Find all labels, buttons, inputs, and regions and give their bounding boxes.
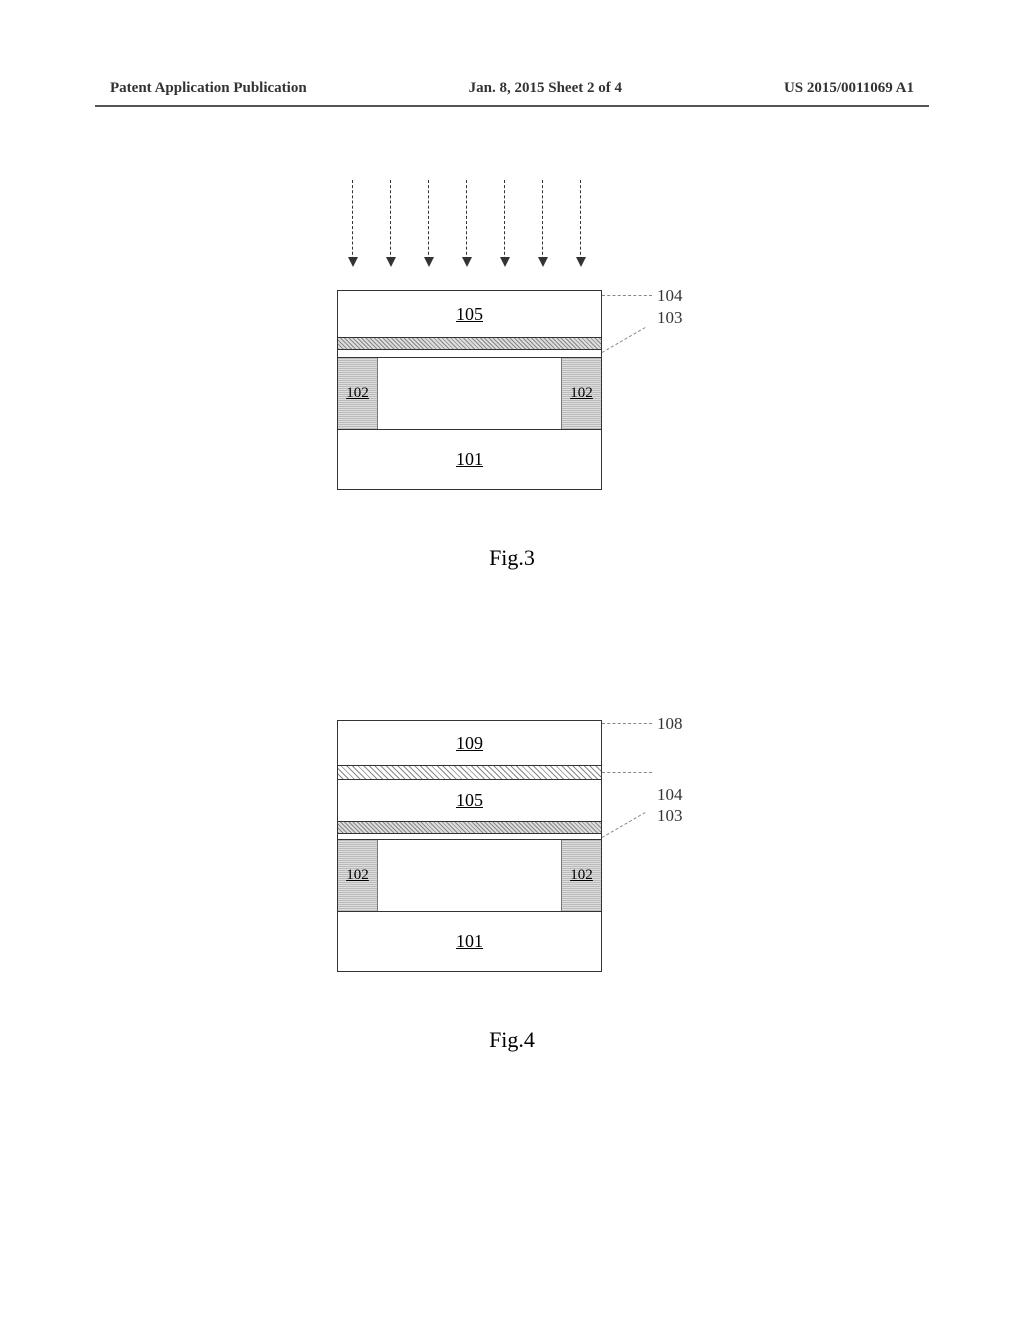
fig3-diagram: 105 102 102 101 104 103	[337, 290, 602, 490]
layer-105: 105	[337, 780, 602, 822]
callout-line-104	[602, 295, 652, 296]
arrow-icon	[428, 180, 429, 265]
layer-hatched	[337, 338, 602, 350]
layer-105: 105	[337, 290, 602, 338]
callout-104: 104	[657, 785, 683, 805]
callout-line-104	[602, 772, 652, 773]
arrow-icon	[352, 180, 353, 265]
callout-104: 104	[657, 286, 683, 306]
callout-103: 103	[657, 806, 683, 826]
header-divider	[95, 105, 929, 107]
header-center: Jan. 8, 2015 Sheet 2 of 4	[469, 80, 622, 97]
figure-3: 105 102 102 101 104 103 Fig.3	[327, 180, 697, 571]
layer-102-row: 102 102	[337, 840, 602, 912]
fig4-diagram: 109 105 102 102 101 108 104 103	[337, 720, 602, 972]
callout-108: 108	[657, 714, 683, 734]
arrow-icon	[390, 180, 391, 265]
callout-103: 103	[657, 308, 683, 328]
callout-line-103	[602, 812, 646, 838]
figure-4: 109 105 102 102 101 108 104 103 Fig.4	[327, 720, 697, 1053]
layer-hatched-upper	[337, 766, 602, 780]
block-102-left: 102	[338, 358, 378, 429]
fig3-caption: Fig.3	[327, 545, 697, 571]
arrow-icon	[504, 180, 505, 265]
block-102-right: 102	[561, 358, 601, 429]
fig4-caption: Fig.4	[327, 1027, 697, 1053]
arrow-icon	[580, 180, 581, 265]
header-left: Patent Application Publication	[110, 80, 307, 97]
page-header: Patent Application Publication Jan. 8, 2…	[0, 80, 1024, 97]
layer-102-row: 102 102	[337, 358, 602, 430]
fig3-arrows	[337, 180, 597, 290]
arrow-icon	[466, 180, 467, 265]
callout-line-103	[602, 327, 646, 353]
callout-line-108	[602, 723, 652, 724]
layer-hatched-lower	[337, 822, 602, 834]
arrow-icon	[542, 180, 543, 265]
layer-thin	[337, 350, 602, 358]
layer-101: 101	[337, 912, 602, 972]
layer-109: 109	[337, 720, 602, 766]
block-102-left: 102	[338, 840, 378, 911]
header-right: US 2015/0011069 A1	[784, 80, 914, 97]
layer-101: 101	[337, 430, 602, 490]
block-102-right: 102	[561, 840, 601, 911]
